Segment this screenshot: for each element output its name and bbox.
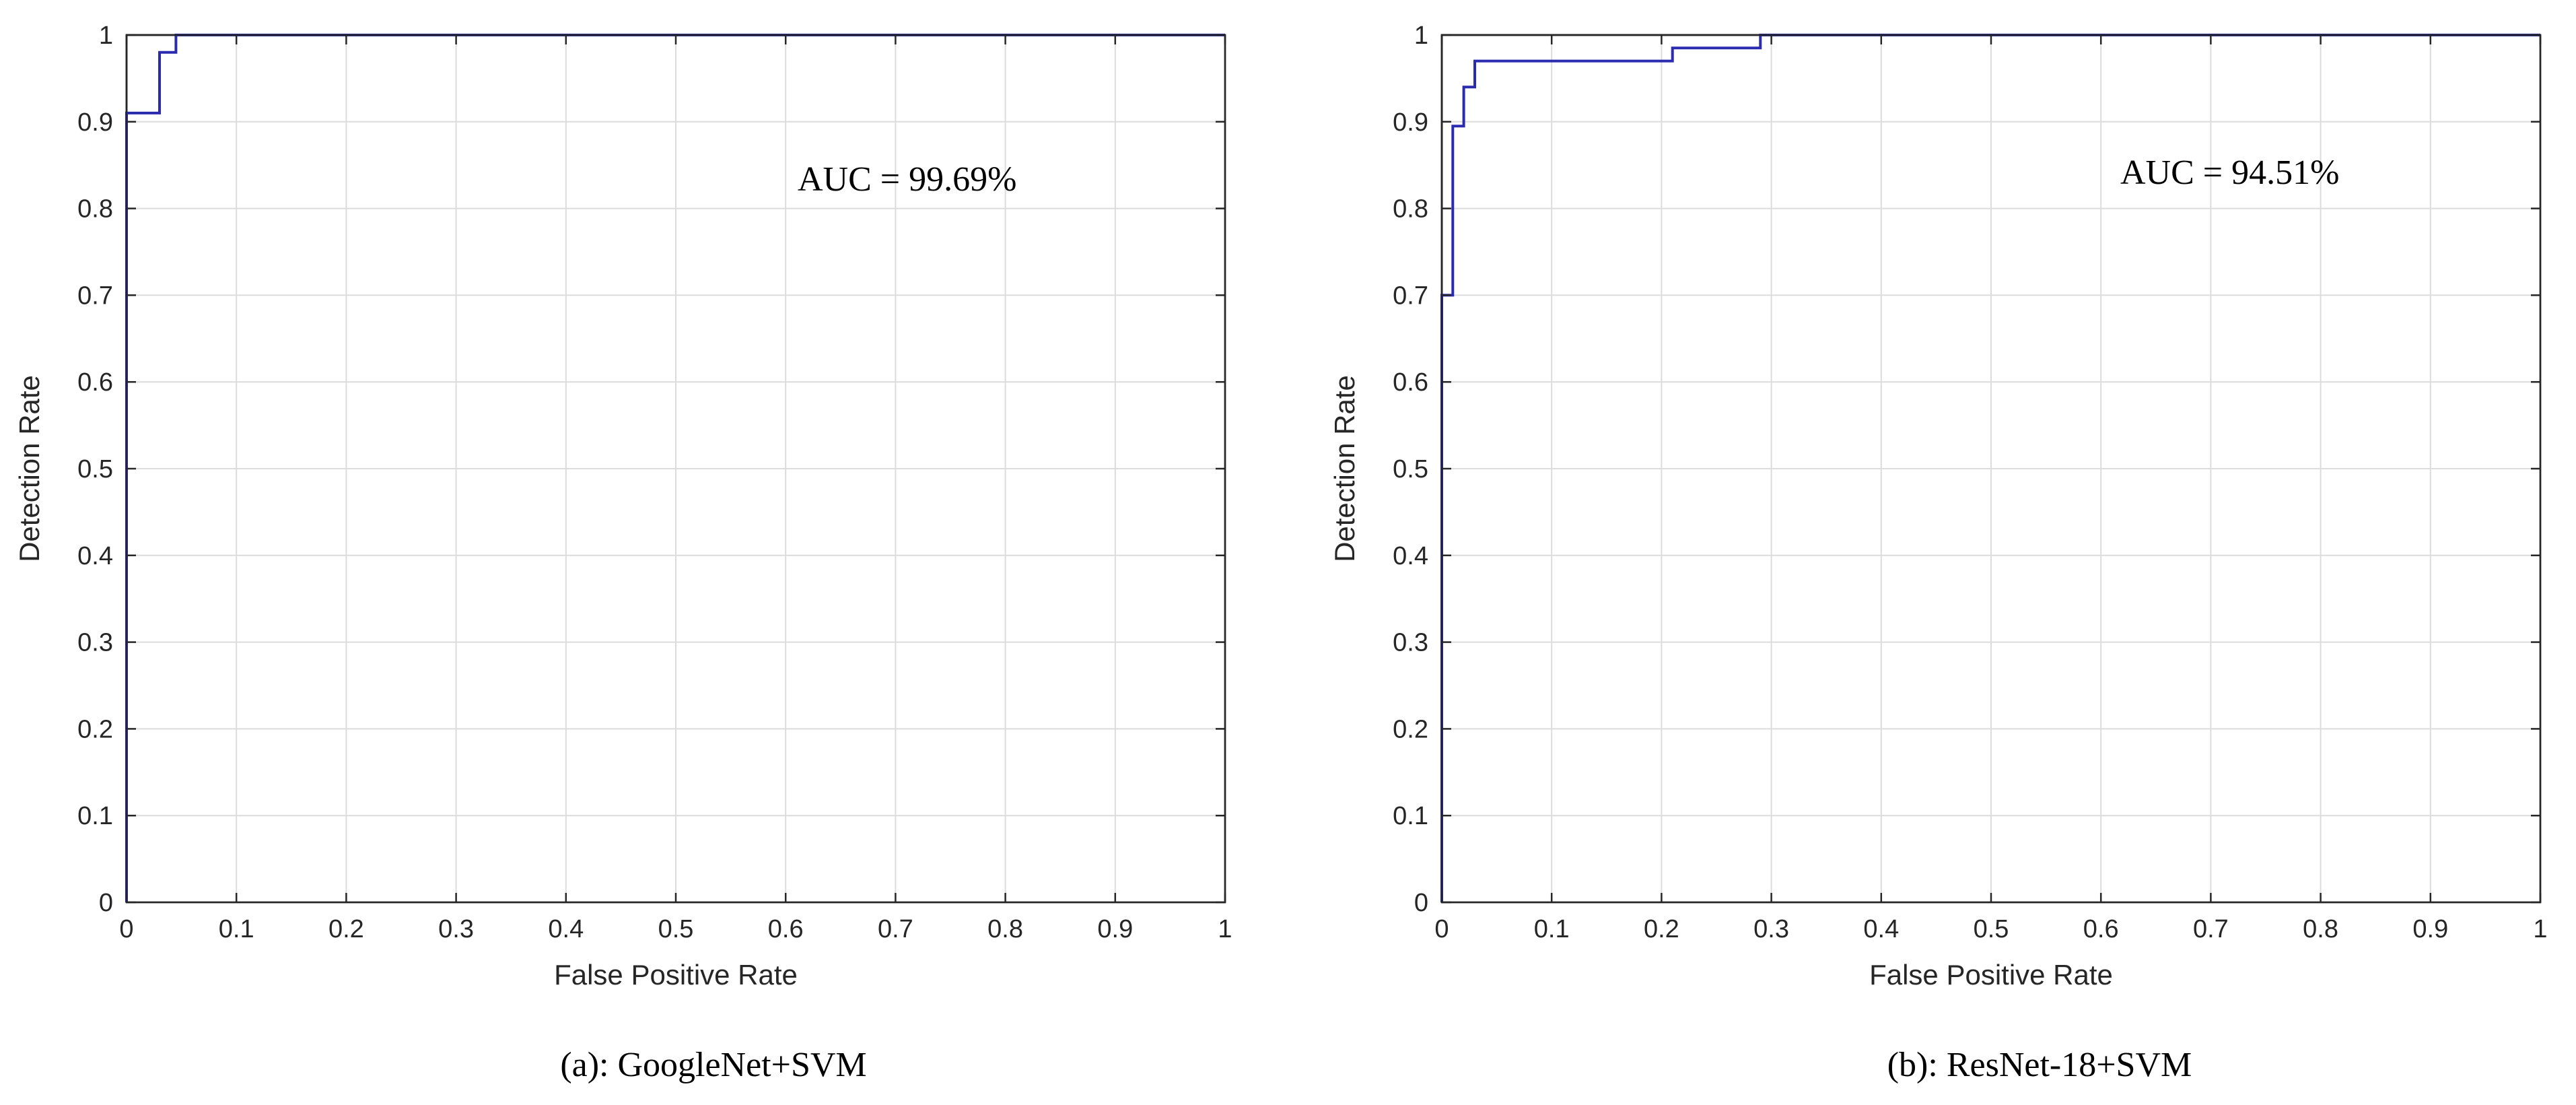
y-tick-label: 0.6 <box>1393 368 1428 397</box>
panel-resnet18-svm: 0 0.1 0.2 0.3 0.4 0.5 0.6 0.7 0.8 0.9 1 0 0.1 0.2 0.3 0… <box>1329 22 2548 1084</box>
y-tick-label: 1 <box>99 22 113 50</box>
x-tick-label: 0 <box>119 915 133 943</box>
y-tick-label: 0 <box>99 889 113 917</box>
x-axis-label: False Positive Rate <box>1869 959 2113 991</box>
x-tick-label: 0.6 <box>768 915 804 943</box>
ticks: 0 0.1 0.2 0.3 0.4 0.5 0.6 0.7 0.8 0.9 1 0 0.1 0.2 0.3 0… <box>77 22 1232 943</box>
y-axis-label: Detection Rate <box>1329 375 1360 562</box>
y-tick-label: 1 <box>1414 22 1428 50</box>
x-tick-label: 0.7 <box>2193 915 2229 943</box>
auc-annotation: AUC = 94.51% <box>2120 154 2339 192</box>
auc-annotation: AUC = 99.69% <box>798 160 1016 199</box>
y-tick-label: 0.4 <box>77 542 113 570</box>
y-tick-label: 0.5 <box>1393 455 1428 483</box>
x-tick-label: 0.8 <box>2303 915 2338 943</box>
y-tick-label: 0.2 <box>77 715 113 743</box>
y-tick-label: 0.2 <box>1393 715 1428 743</box>
roc-curve-line <box>1440 34 2540 902</box>
y-tick-label: 0.3 <box>1393 629 1428 657</box>
x-tick-label: 1 <box>2533 915 2547 943</box>
grid <box>1441 34 2541 903</box>
y-tick-label: 0.8 <box>1393 195 1428 224</box>
x-tick-label: 0.6 <box>2083 915 2119 943</box>
y-tick-label: 0.1 <box>1393 802 1428 830</box>
y-tick-label: 0.4 <box>1393 542 1428 570</box>
x-tick-label: 0.4 <box>1863 915 1899 943</box>
panel-googlenet-svm: 0 0.1 0.2 0.3 0.4 0.5 0.6 0.7 0.8 0.9 1 0 0.1 0.2 0.3 0… <box>13 22 1232 1084</box>
panel-caption: (b): ResNet-18+SVM <box>1887 1046 2192 1084</box>
x-tick-label: 0.3 <box>438 915 474 943</box>
x-tick-label: 0.9 <box>2412 915 2448 943</box>
x-tick-label: 0.1 <box>1534 915 1570 943</box>
y-tick-label: 0.7 <box>1393 281 1428 310</box>
x-tick-label: 1 <box>1218 915 1232 943</box>
y-tick-label: 0.6 <box>77 368 113 397</box>
y-tick-label: 0.9 <box>1393 108 1428 137</box>
x-tick-label: 0.8 <box>987 915 1023 943</box>
x-axis-label: False Positive Rate <box>554 959 798 991</box>
x-tick-label: 0.9 <box>1097 915 1133 943</box>
x-tick-label: 0.5 <box>1974 915 2009 943</box>
x-tick-label: 0.4 <box>548 915 584 943</box>
y-tick-label: 0 <box>1414 889 1428 917</box>
x-tick-label: 0.7 <box>878 915 913 943</box>
y-tick-label: 0.7 <box>77 281 113 310</box>
x-tick-label: 0.2 <box>328 915 364 943</box>
y-axis-label: Detection Rate <box>13 375 45 562</box>
panel-caption: (a): GoogleNet+SVM <box>560 1046 866 1084</box>
y-tick-label: 0.3 <box>77 629 113 657</box>
y-tick-label: 0.9 <box>77 108 113 137</box>
x-tick-label: 0.1 <box>219 915 254 943</box>
x-tick-label: 0 <box>1434 915 1449 943</box>
y-tick-label: 0.8 <box>77 195 113 224</box>
x-tick-label: 0.5 <box>658 915 694 943</box>
x-tick-label: 0.3 <box>1753 915 1789 943</box>
y-tick-label: 0.5 <box>77 455 113 483</box>
y-tick-label: 0.1 <box>77 802 113 830</box>
x-tick-label: 0.2 <box>1644 915 1679 943</box>
ticks: 0 0.1 0.2 0.3 0.4 0.5 0.6 0.7 0.8 0.9 1 0 0.1 0.2 0.3 0… <box>1393 22 2547 943</box>
